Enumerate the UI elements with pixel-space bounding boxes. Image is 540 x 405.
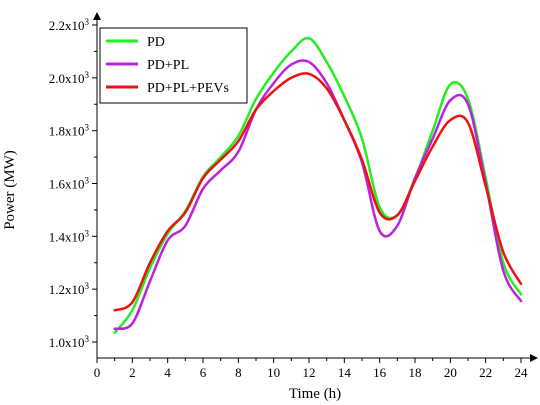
legend-label: PD+PL+PEVs <box>147 81 229 96</box>
y-tick-label: 1.2x103 <box>49 281 90 297</box>
x-axis-title: Time (h) <box>289 386 341 402</box>
y-tick-label: 1.4x103 <box>49 228 90 244</box>
x-tick-label: 24 <box>515 365 529 380</box>
x-tick-label: 8 <box>235 365 242 380</box>
legend-label: PD <box>147 35 165 50</box>
y-axis-arrow <box>93 12 101 20</box>
y-tick-label: 2.2x103 <box>49 17 90 33</box>
y-tick-label: 2.0x103 <box>49 70 90 86</box>
x-tick-label: 18 <box>409 365 422 380</box>
x-tick-label: 10 <box>267 365 280 380</box>
series-layer <box>113 36 523 335</box>
x-tick-label: 2 <box>129 365 136 380</box>
x-tick-label: 22 <box>479 365 492 380</box>
x-tick-label: 4 <box>164 365 171 380</box>
series-line-2 <box>113 59 523 331</box>
x-tick-label: 12 <box>303 365 316 380</box>
legend-label: PD+PL <box>147 58 189 73</box>
x-tick-label: 0 <box>94 365 101 380</box>
x-tick-label: 6 <box>200 365 207 380</box>
y-tick-label: 1.6x103 <box>49 176 90 192</box>
x-tick-label: 16 <box>373 365 387 380</box>
y-tick-label: 1.8x103 <box>49 123 90 139</box>
legend: PD PD+PL PD+PL+PEVs <box>99 27 248 104</box>
y-axis-title: Power (MW) <box>2 150 18 230</box>
y-tick-label: 1.0x103 <box>49 334 90 350</box>
series-line-3 <box>113 72 523 312</box>
axes: 0 2 4 6 8 10 12 14 16 18 20 22 241.0x1031.2x1031.4x1… <box>49 12 538 380</box>
x-axis-arrow <box>530 354 538 362</box>
x-tick-label: 14 <box>338 365 352 380</box>
x-tick-label: 20 <box>444 365 457 380</box>
